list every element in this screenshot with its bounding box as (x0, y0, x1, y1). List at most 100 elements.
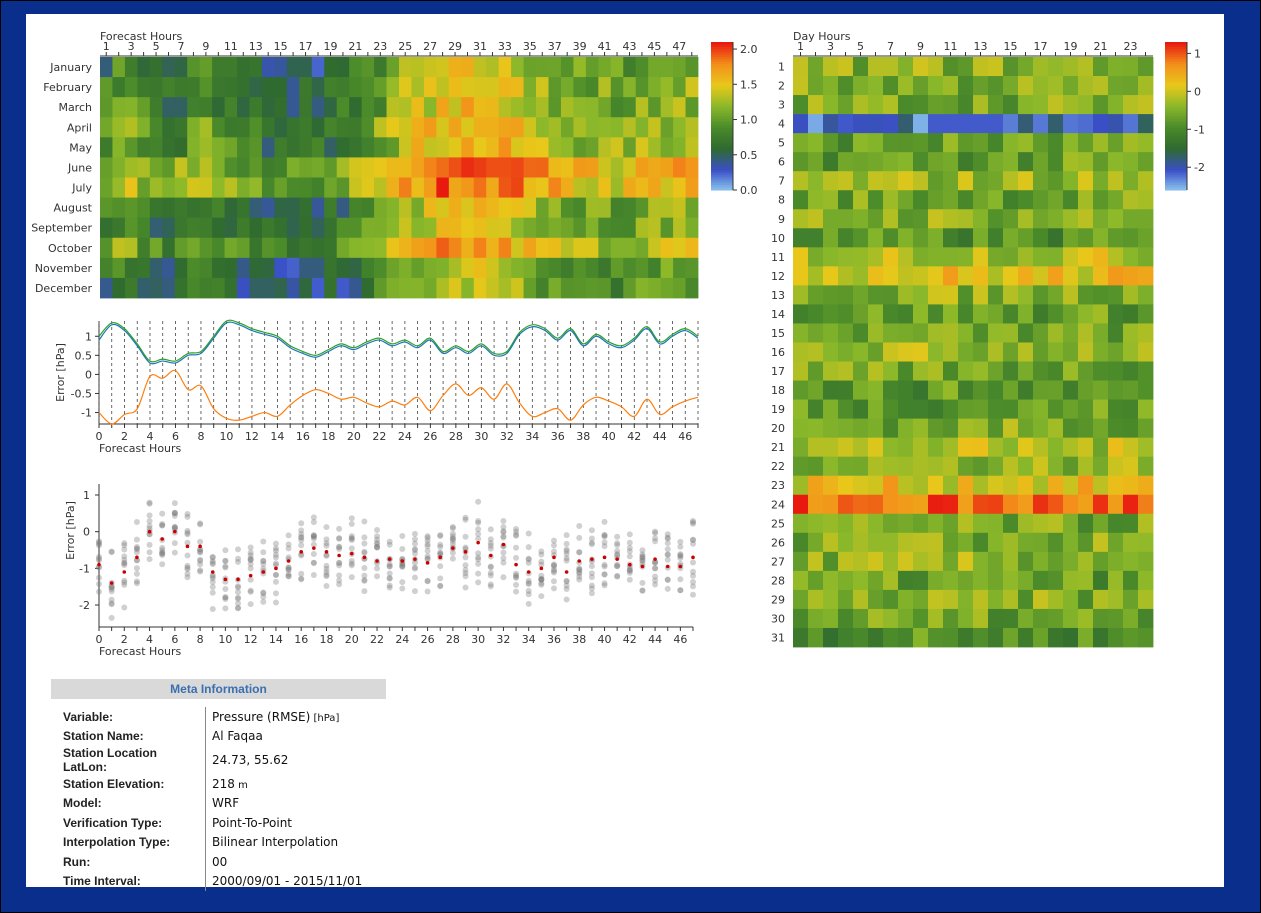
scatter-point (462, 562, 469, 569)
heatmap-cell (1003, 342, 1019, 362)
heatmap-cell (868, 551, 884, 572)
scatter-point (487, 572, 494, 579)
heatmap-cell (1138, 190, 1154, 210)
heatmap-cell (1138, 361, 1154, 381)
heatmap-cell (1138, 247, 1154, 267)
heatmap-cell (361, 117, 375, 138)
scatter-point (171, 512, 178, 519)
heatmap-cell (137, 197, 151, 219)
scatter-point (222, 594, 229, 601)
scatter-point (690, 579, 696, 586)
heatmap-cell (1003, 589, 1019, 610)
heatmap-cell (623, 257, 637, 279)
scatter-point (374, 539, 381, 546)
x-tick-label: 15 (274, 40, 288, 53)
scatter-point (184, 570, 191, 577)
scatter-point (310, 533, 317, 540)
heatmap-cell (1048, 456, 1064, 477)
scatter-point (197, 548, 204, 555)
heatmap-cell (536, 237, 549, 259)
scatter-point (298, 570, 305, 577)
scatter-point (525, 555, 532, 562)
scatter-point (475, 498, 482, 505)
heatmap-cell (1033, 228, 1049, 248)
day-label: 29 (771, 593, 785, 606)
heatmap-cell (1138, 76, 1154, 96)
scatter-point (361, 540, 368, 547)
heatmap-cell (498, 177, 512, 198)
scatter-point (576, 549, 583, 556)
heatmap-cell (299, 157, 313, 178)
heatmap-cell (585, 137, 599, 158)
heatmap-cell (473, 257, 487, 279)
heatmap-cell (838, 608, 854, 629)
heatmap-cell (374, 77, 387, 98)
heatmap-cell (838, 494, 854, 515)
scatter-point (576, 522, 583, 529)
scatter-point (576, 565, 583, 572)
colorbar-segment (711, 187, 733, 191)
scatter-point (285, 545, 292, 552)
heatmap-cell (1123, 627, 1139, 648)
heatmap-cell (286, 97, 300, 118)
heatmap-cell (623, 157, 637, 178)
heatmap-cell (311, 97, 325, 118)
heatmap-cell (988, 456, 1004, 477)
heatmap-cell (261, 77, 275, 98)
colorbar-segment (711, 167, 733, 171)
heatmap-cell (928, 133, 944, 153)
heatmap-cell (523, 157, 537, 178)
heatmap-cell (958, 247, 974, 267)
colorbar-segment (711, 69, 733, 73)
heatmap-cell (523, 197, 537, 219)
day-label: 3 (778, 99, 785, 112)
heatmap-cell (199, 237, 213, 259)
heatmap-cell (898, 494, 914, 515)
heatmap-cell (883, 95, 899, 115)
scatter-point (614, 548, 621, 555)
x-tick-label: 28 (449, 430, 463, 443)
scatter-point (260, 565, 267, 572)
colorbar-segment (1165, 167, 1187, 171)
heatmap-cell (793, 228, 809, 248)
scatter-point (411, 545, 418, 552)
scatter-point (247, 587, 254, 594)
heatmap-cell (883, 627, 899, 648)
heatmap-cell (411, 257, 425, 279)
heatmap-cell (928, 494, 944, 515)
scatter-point (639, 555, 646, 562)
heatmap-cell (943, 247, 959, 267)
heatmap-cell (823, 532, 839, 553)
scatter-point (588, 541, 595, 548)
day-label: 10 (771, 232, 785, 245)
scatter-point (487, 583, 494, 590)
heatmap-cell (868, 570, 884, 591)
heatmap-cell (988, 323, 1004, 343)
heatmap-cell (943, 513, 959, 534)
scatter-point (513, 573, 520, 580)
heatmap-cell (448, 77, 462, 98)
heatmap-cell (838, 304, 854, 324)
heatmap-cell (374, 97, 387, 118)
heatmap-cell (311, 157, 325, 178)
colorbar-segment (1165, 103, 1187, 107)
scatter-point (323, 524, 330, 531)
scatter-point (386, 563, 393, 570)
heatmap-cell (673, 97, 686, 118)
heatmap-cell (853, 437, 869, 458)
heatmap-cell (349, 57, 363, 78)
heatmap-cell (838, 399, 854, 420)
heatmap-cell (1093, 418, 1109, 439)
heatmap-cell (973, 380, 989, 400)
heatmap-cell (898, 513, 914, 534)
colorbar-segment (711, 51, 733, 55)
series-line-orange (98, 369, 699, 425)
colorbar-segment (711, 118, 733, 122)
scatter-point (690, 572, 696, 579)
heatmap-cell (898, 456, 914, 477)
y-tick-label: -1 (79, 562, 90, 575)
heatmap-cell (212, 237, 225, 259)
colorbar-segment (1165, 138, 1187, 142)
scatter-point (614, 561, 621, 568)
heatmap-cell (461, 277, 475, 299)
